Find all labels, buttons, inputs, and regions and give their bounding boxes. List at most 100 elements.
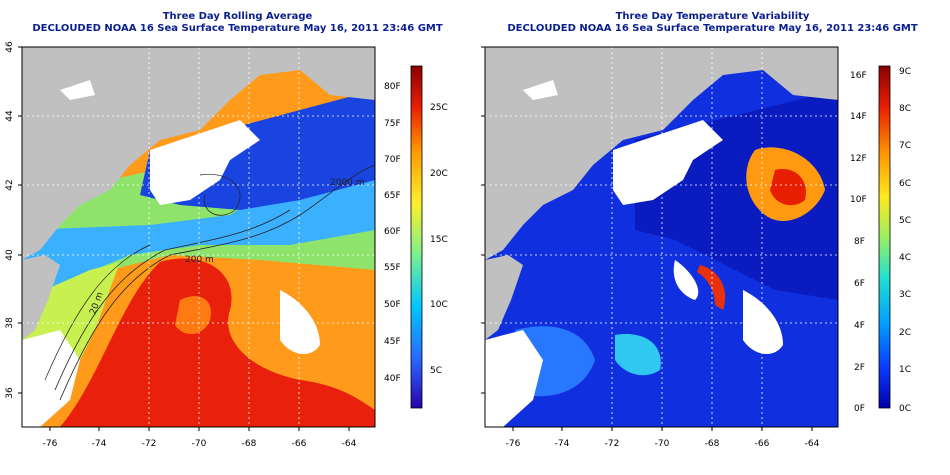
- left-lon-tick: -72: [142, 439, 157, 449]
- colorbar-f-label: 0F: [854, 404, 865, 414]
- isobath-label-2000m: 2000 m: [330, 178, 365, 188]
- right-lon-tick: -74: [555, 439, 570, 449]
- left-lon-tick: -70: [192, 439, 207, 449]
- georges-bank-contour: [199, 173, 241, 216]
- colorbar-f-label: 40F: [384, 374, 401, 384]
- left-map-subtitle: DECLOUDED NOAA 16 Sea Surface Temperatur…: [32, 23, 443, 34]
- right-lon-tick: -64: [805, 439, 820, 449]
- right-lat-tick: 46: [475, 41, 478, 53]
- colorbar-c-label: 1C: [899, 365, 911, 375]
- isobath-20m: [44, 244, 151, 381]
- land-mass-west: [22, 255, 60, 340]
- land-mass-north: [485, 47, 838, 260]
- colorbar-f-label: 8F: [854, 237, 865, 247]
- colorbar-c-label: 6C: [899, 179, 911, 189]
- right-map-panel: Three Day Temperature Variability DECLOU…: [475, 0, 950, 475]
- isobath-200m: [54, 209, 291, 391]
- colorbar-f-label: 55F: [384, 263, 401, 273]
- cloud-mask-center: [673, 260, 699, 300]
- left-lat-tick: 38: [5, 317, 15, 329]
- gulf-stream-core: [60, 258, 375, 427]
- land-mass-west: [485, 255, 523, 340]
- cloud-mask-north: [150, 120, 260, 205]
- colorbar-f-label: 16F: [850, 71, 867, 81]
- colorbar-c-label: 5C: [430, 366, 442, 376]
- right-map-area: [485, 47, 838, 427]
- very-high-variability-patch: [770, 169, 806, 206]
- left-lat-tick: 44: [5, 110, 15, 122]
- left-lon-tick: -74: [92, 439, 107, 449]
- colorbar-f-label: 75F: [384, 119, 401, 129]
- left-colorbar-fahrenheit-scale: 80F 75F 70F 65F 60F 55F 50F 45F 40F: [384, 82, 401, 384]
- colorbar-f-label: 50F: [384, 300, 401, 310]
- colorbar-c-label: 15C: [430, 235, 448, 245]
- cloud-mask-southwest: [485, 330, 543, 427]
- left-lat-tick: 40: [5, 249, 15, 261]
- right-map-figure: -76 -74 -72 -70 -68 -66 -64 46 44 42 40 …: [475, 41, 911, 449]
- right-lon-tick: -70: [655, 439, 670, 449]
- colorbar-f-label: 4F: [854, 321, 865, 331]
- colorbar-c-label: 3C: [899, 290, 911, 300]
- isobath-label-200m: 200 m: [185, 255, 214, 265]
- colorbar-f-label: 6F: [854, 279, 865, 289]
- right-lat-tick: 42: [475, 179, 478, 190]
- colorbar-c-label: 7C: [899, 141, 911, 151]
- warm-eddy: [175, 296, 211, 335]
- left-lon-tick: -68: [242, 439, 257, 449]
- colorbar-f-label: 14F: [850, 112, 867, 122]
- colorbar-c-label: 10C: [430, 300, 448, 310]
- cloud-mask-eddy: [743, 290, 783, 355]
- left-lat-axis: 46 44 42 40 38 36: [5, 41, 22, 399]
- right-lon-axis: -76 -74 -72 -70 -68 -66 -64: [506, 427, 820, 449]
- left-lat-tick: 36: [5, 387, 15, 399]
- cloud-mask-southwest: [22, 330, 80, 427]
- left-lon-tick: -66: [292, 439, 307, 449]
- left-lat-tick: 42: [5, 179, 15, 190]
- left-lon-tick: -64: [342, 439, 357, 449]
- colorbar-f-label: 2F: [854, 363, 865, 373]
- moderate-variability-patch: [615, 334, 661, 376]
- right-map-subtitle: DECLOUDED NOAA 16 Sea Surface Temperatur…: [507, 23, 918, 34]
- colorbar-f-label: 70F: [384, 155, 401, 165]
- colorbar-c-label: 0C: [899, 404, 911, 414]
- left-map-title: Three Day Rolling Average: [162, 11, 313, 22]
- right-lon-tick: -72: [605, 439, 620, 449]
- colorbar-c-label: 9C: [899, 67, 911, 77]
- right-lon-tick: -66: [755, 439, 770, 449]
- right-lat-tick: 38: [475, 317, 478, 329]
- colorbar-c-label: 5C: [899, 216, 911, 226]
- left-lon-axis: -76 -74 -72 -70 -68 -66 -64: [43, 427, 357, 449]
- right-colorbar-fahrenheit-scale: 16F 14F 12F 10F 8F 6F 4F 2F 0F: [850, 71, 867, 414]
- right-lon-tick: -68: [705, 439, 720, 449]
- left-map-figure: 2000 m 200 m 20 m -76 -74 -72 -70 -68 -6…: [5, 41, 448, 449]
- colorbar-f-label: 80F: [384, 82, 401, 92]
- right-map-title: Three Day Temperature Variability: [615, 11, 810, 22]
- left-map-panel: Three Day Rolling Average DECLOUDED NOAA…: [5, 11, 448, 449]
- colorbar-f-label: 45F: [384, 337, 401, 347]
- right-lat-tick: 36: [475, 387, 478, 399]
- cloud-mask-nw: [60, 80, 95, 100]
- left-lat-tick: 46: [5, 41, 15, 53]
- right-colorbar: [878, 65, 891, 409]
- right-lat-tick: 44: [475, 110, 478, 122]
- cloud-mask-nw: [523, 80, 558, 100]
- left-colorbar: [410, 65, 423, 409]
- right-lat-tick: 40: [475, 249, 478, 261]
- cloud-mask-north: [613, 120, 723, 205]
- colorbar-c-label: 8C: [899, 104, 911, 114]
- colorbar-c-label: 4C: [899, 253, 911, 263]
- colorbar-c-label: 2C: [899, 328, 911, 338]
- left-colorbar-celsius-scale: 25C 20C 15C 10C 5C: [430, 103, 448, 376]
- front-variability-line: [697, 265, 726, 310]
- right-colorbar-celsius-scale: 9C 8C 7C 6C 5C 4C 3C 2C 1C 0C: [899, 67, 911, 414]
- left-lon-tick: -76: [43, 439, 58, 449]
- map-gridlines: [485, 47, 838, 427]
- cloud-mask-eddy: [280, 290, 320, 355]
- left-map-area: 2000 m 200 m 20 m: [22, 47, 375, 427]
- isobath-2000m: [59, 164, 375, 401]
- land-mass-north: [22, 47, 375, 260]
- colorbar-f-label: 10F: [850, 195, 867, 205]
- colorbar-f-label: 65F: [384, 191, 401, 201]
- colorbar-f-label: 60F: [384, 227, 401, 237]
- colorbar-c-label: 25C: [430, 103, 448, 113]
